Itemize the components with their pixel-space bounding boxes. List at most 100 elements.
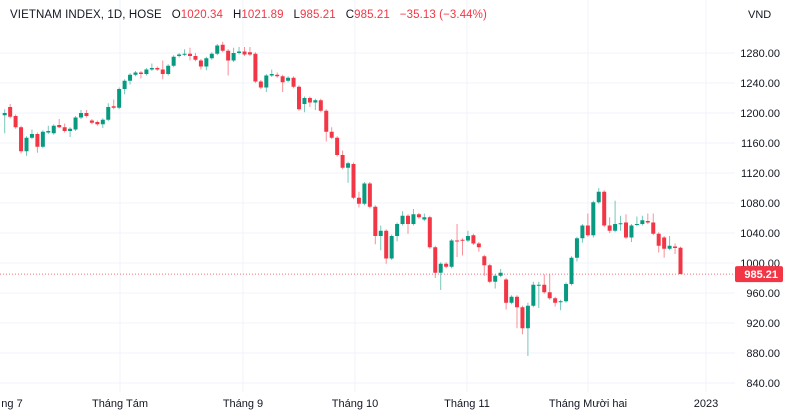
candle-down bbox=[35, 132, 40, 153]
candle-body bbox=[373, 206, 378, 236]
candle-body bbox=[155, 68, 160, 70]
candle-up bbox=[100, 118, 105, 128]
candle-body bbox=[542, 284, 547, 293]
candle-down bbox=[460, 238, 465, 256]
candle-body bbox=[607, 225, 612, 231]
candle-body bbox=[656, 233, 661, 246]
candle-body bbox=[580, 225, 585, 239]
candle-body bbox=[395, 224, 400, 236]
candle-body bbox=[520, 307, 525, 329]
candle-body bbox=[307, 98, 312, 103]
candle-body bbox=[422, 217, 427, 220]
candle-body bbox=[280, 76, 285, 83]
candle-up bbox=[166, 64, 171, 76]
candle-body bbox=[291, 77, 296, 87]
candle-body bbox=[111, 106, 116, 108]
candle-body bbox=[482, 256, 487, 266]
close-value: 985.21 bbox=[354, 9, 390, 21]
candle-up bbox=[509, 295, 514, 305]
candle-up bbox=[24, 136, 29, 156]
price-axis[interactable]: VND 840.00880.00920.00960.001000.001040.… bbox=[740, 9, 780, 390]
candle-up bbox=[144, 68, 149, 76]
candle-body bbox=[133, 72, 138, 75]
candle-up bbox=[629, 224, 634, 242]
candle-up bbox=[73, 116, 78, 131]
candle-body bbox=[318, 100, 323, 111]
candle-body bbox=[525, 305, 530, 329]
price-tick-label: 1080.00 bbox=[740, 198, 780, 210]
candle-body bbox=[515, 296, 519, 308]
candle-down bbox=[155, 66, 160, 71]
candle-body bbox=[313, 100, 318, 103]
candle-up bbox=[389, 234, 394, 260]
candle-body bbox=[89, 120, 94, 123]
candle-down bbox=[356, 191, 361, 208]
candle-down bbox=[160, 60, 165, 80]
candle-up bbox=[618, 215, 623, 231]
candle-down bbox=[406, 214, 410, 234]
candle-up bbox=[564, 282, 569, 303]
candle-body bbox=[411, 214, 416, 224]
candle-body bbox=[8, 107, 13, 117]
last-price-badge: 985.21 bbox=[735, 266, 783, 283]
candle-up bbox=[667, 236, 672, 251]
candle-up bbox=[128, 73, 133, 85]
candle-body bbox=[678, 247, 683, 275]
candle-down bbox=[318, 98, 323, 113]
candle-body bbox=[645, 221, 650, 223]
candle-body bbox=[106, 107, 111, 120]
candle-up bbox=[46, 125, 51, 134]
candle-body bbox=[585, 225, 590, 236]
candle-body bbox=[13, 116, 18, 128]
candle-body bbox=[335, 137, 340, 155]
candle-up bbox=[411, 209, 416, 226]
candle-down bbox=[645, 213, 650, 224]
candle-body bbox=[662, 237, 667, 249]
grid bbox=[0, 0, 735, 392]
open-label: O bbox=[171, 9, 181, 21]
price-tick-label: 1120.00 bbox=[741, 168, 780, 180]
candle-down bbox=[84, 110, 89, 118]
candle-body bbox=[351, 164, 356, 198]
candle-down bbox=[373, 205, 378, 245]
candle-down bbox=[280, 74, 285, 92]
candle-body bbox=[275, 74, 280, 77]
candle-up bbox=[177, 53, 182, 58]
candle-body bbox=[138, 72, 143, 74]
candle-down bbox=[275, 72, 280, 78]
candle-up bbox=[204, 56, 209, 71]
candle-down bbox=[89, 119, 94, 125]
candle-up bbox=[531, 281, 536, 308]
candle-up bbox=[51, 124, 56, 135]
candle-down bbox=[57, 119, 62, 128]
last-price-label: 985.21 bbox=[744, 269, 778, 281]
candle-body bbox=[378, 230, 383, 236]
candle-up bbox=[302, 96, 307, 113]
candle-up bbox=[40, 130, 45, 149]
candle-down bbox=[351, 162, 356, 200]
candle-body bbox=[231, 53, 236, 61]
candle-body bbox=[177, 54, 182, 56]
candle-down bbox=[111, 99, 116, 110]
candle-body bbox=[416, 214, 421, 218]
candle-body bbox=[171, 56, 176, 66]
candle-body bbox=[640, 220, 645, 224]
candle-up bbox=[286, 76, 291, 83]
candle-up bbox=[182, 49, 187, 56]
candle-down bbox=[487, 263, 492, 284]
candle-down bbox=[602, 190, 607, 227]
symbol-title[interactable]: VIETNAM INDEX, 1D, HOSE bbox=[10, 9, 162, 21]
candle-down bbox=[542, 274, 547, 294]
candle-body bbox=[247, 52, 252, 55]
candle-body bbox=[19, 127, 24, 152]
time-axis[interactable]: ng 7 Tháng Tám Tháng 9 Tháng 10 Tháng 11 Thán… bbox=[1, 398, 718, 410]
candle-up bbox=[231, 47, 236, 62]
candle-down bbox=[8, 104, 13, 119]
candle-up bbox=[580, 224, 585, 243]
candle-body bbox=[209, 53, 214, 59]
candle-down bbox=[504, 278, 509, 310]
candle-up bbox=[133, 71, 138, 77]
candle-up bbox=[574, 236, 579, 262]
candle-body bbox=[460, 239, 465, 241]
